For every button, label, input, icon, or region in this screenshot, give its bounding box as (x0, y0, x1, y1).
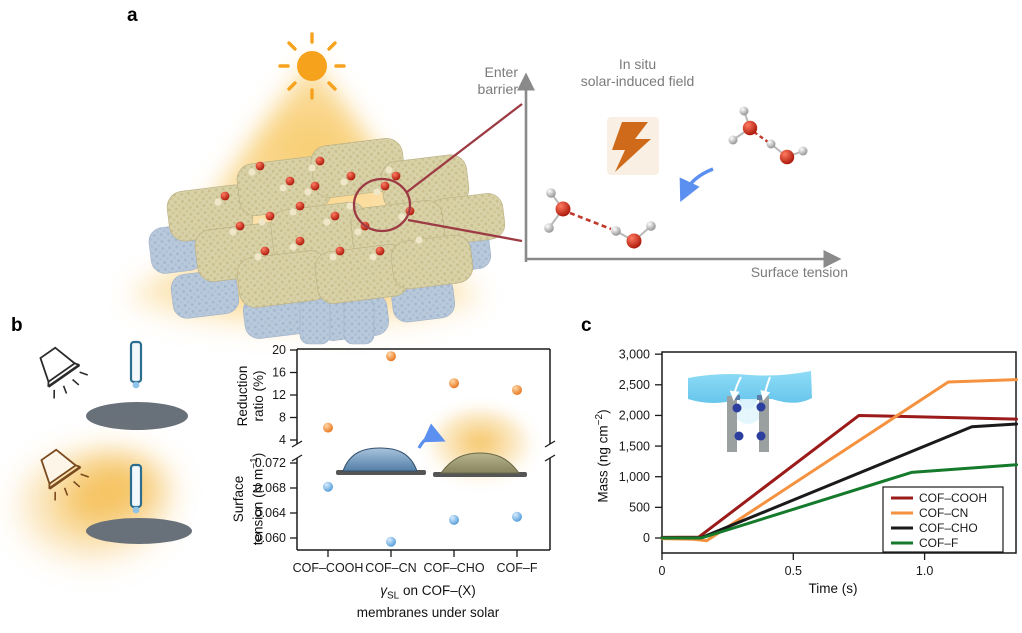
tick-label: 2,000 (619, 409, 650, 423)
reduction-ratio-axis-label: Reduction ratio (%) (235, 365, 266, 427)
category-label: COF–CN (365, 561, 416, 575)
lamp-off-icon (39, 346, 88, 399)
concept-plot-axes (516, 72, 842, 269)
dosing-needle-top (129, 340, 143, 389)
lamp-on-icon (40, 448, 89, 501)
category-label: COF–F (497, 561, 538, 575)
surface-tension-axis-label: Surface tension (N m−1) (231, 452, 266, 546)
tick-label: 3,000 (619, 347, 650, 361)
panel-a-label: a (127, 5, 138, 26)
panel-b-label: b (11, 315, 23, 336)
tick-label: 0.064 (255, 506, 286, 520)
reduction-ratio-point (386, 351, 396, 362)
tick-label: 0 (659, 564, 666, 578)
tick-label: 0.5 (785, 564, 802, 578)
scatter-x-axis-title: γSL on COF–(X) membranes under solar (356, 583, 500, 620)
axis-break-marks (544, 440, 556, 462)
tick-label: 0.068 (255, 481, 286, 495)
axis-break-marks (291, 440, 303, 462)
series-line-COF–F (660, 463, 1019, 540)
lightning-icon (607, 117, 659, 175)
magnifier-callout (352, 103, 523, 243)
category-label: COF–CHO (423, 561, 484, 575)
water-molecule-dots (732, 402, 766, 441)
membrane-disc-bottom (86, 518, 192, 544)
surface-tension-point (512, 511, 522, 522)
tick-label: 8 (279, 411, 286, 425)
surface-tension-point (323, 481, 333, 492)
tick-label: 12 (272, 388, 286, 402)
tick-label: 16 (272, 366, 286, 380)
tick-label: 0.072 (255, 456, 286, 470)
tick-label: 0.060 (255, 531, 286, 545)
tick-label: 2,500 (619, 378, 650, 392)
legend-label: COF–F (919, 536, 958, 550)
water-film-inset (688, 371, 812, 452)
water-dimer-weak (728, 106, 808, 165)
legend-label: COF–CHO (919, 521, 978, 535)
cof-membrane-illustration (148, 138, 506, 345)
panel-c-label: c (581, 315, 592, 336)
dosing-needle-bottom (129, 463, 143, 514)
water-dimer-strong (544, 188, 656, 249)
tick-label: 1.0 (916, 564, 933, 578)
surface-tension-point (449, 514, 459, 525)
tick-label: 0 (643, 531, 650, 545)
tick-label: 1,500 (619, 439, 650, 453)
sessile-droplet-dark (336, 447, 426, 475)
concept-xlabel: Surface tension (750, 264, 848, 280)
time-axis-label: Time (s) (808, 581, 858, 596)
tick-label: 4 (279, 433, 286, 447)
legend-label: COF–COOH (919, 491, 987, 505)
category-label: COF–COOH (293, 561, 364, 575)
mass-axis-label: Mass (ng cm−2) (594, 409, 611, 503)
tick-label: 20 (272, 343, 286, 357)
line-chart-frame (661, 351, 1017, 554)
reduction-ratio-point (449, 378, 459, 389)
sun-icon (278, 32, 346, 100)
scatter-frame (296, 348, 551, 551)
reduction-ratio-point (512, 384, 522, 395)
surface-tension-point (386, 536, 396, 547)
legend-label: COF–CN (919, 506, 968, 520)
tick-label: 500 (629, 501, 650, 515)
sessile-droplet-solar (428, 408, 532, 484)
tick-label: 1,000 (619, 470, 650, 484)
transition-arrow-icon (679, 167, 714, 202)
concept-annotation: In situ solar-induced field (580, 56, 695, 89)
concept-ylabel: Enter barrier (477, 64, 518, 97)
droplet-change-arrow-icon (417, 423, 446, 449)
reduction-ratio-point (323, 422, 333, 433)
membrane-disc-top (86, 402, 188, 430)
